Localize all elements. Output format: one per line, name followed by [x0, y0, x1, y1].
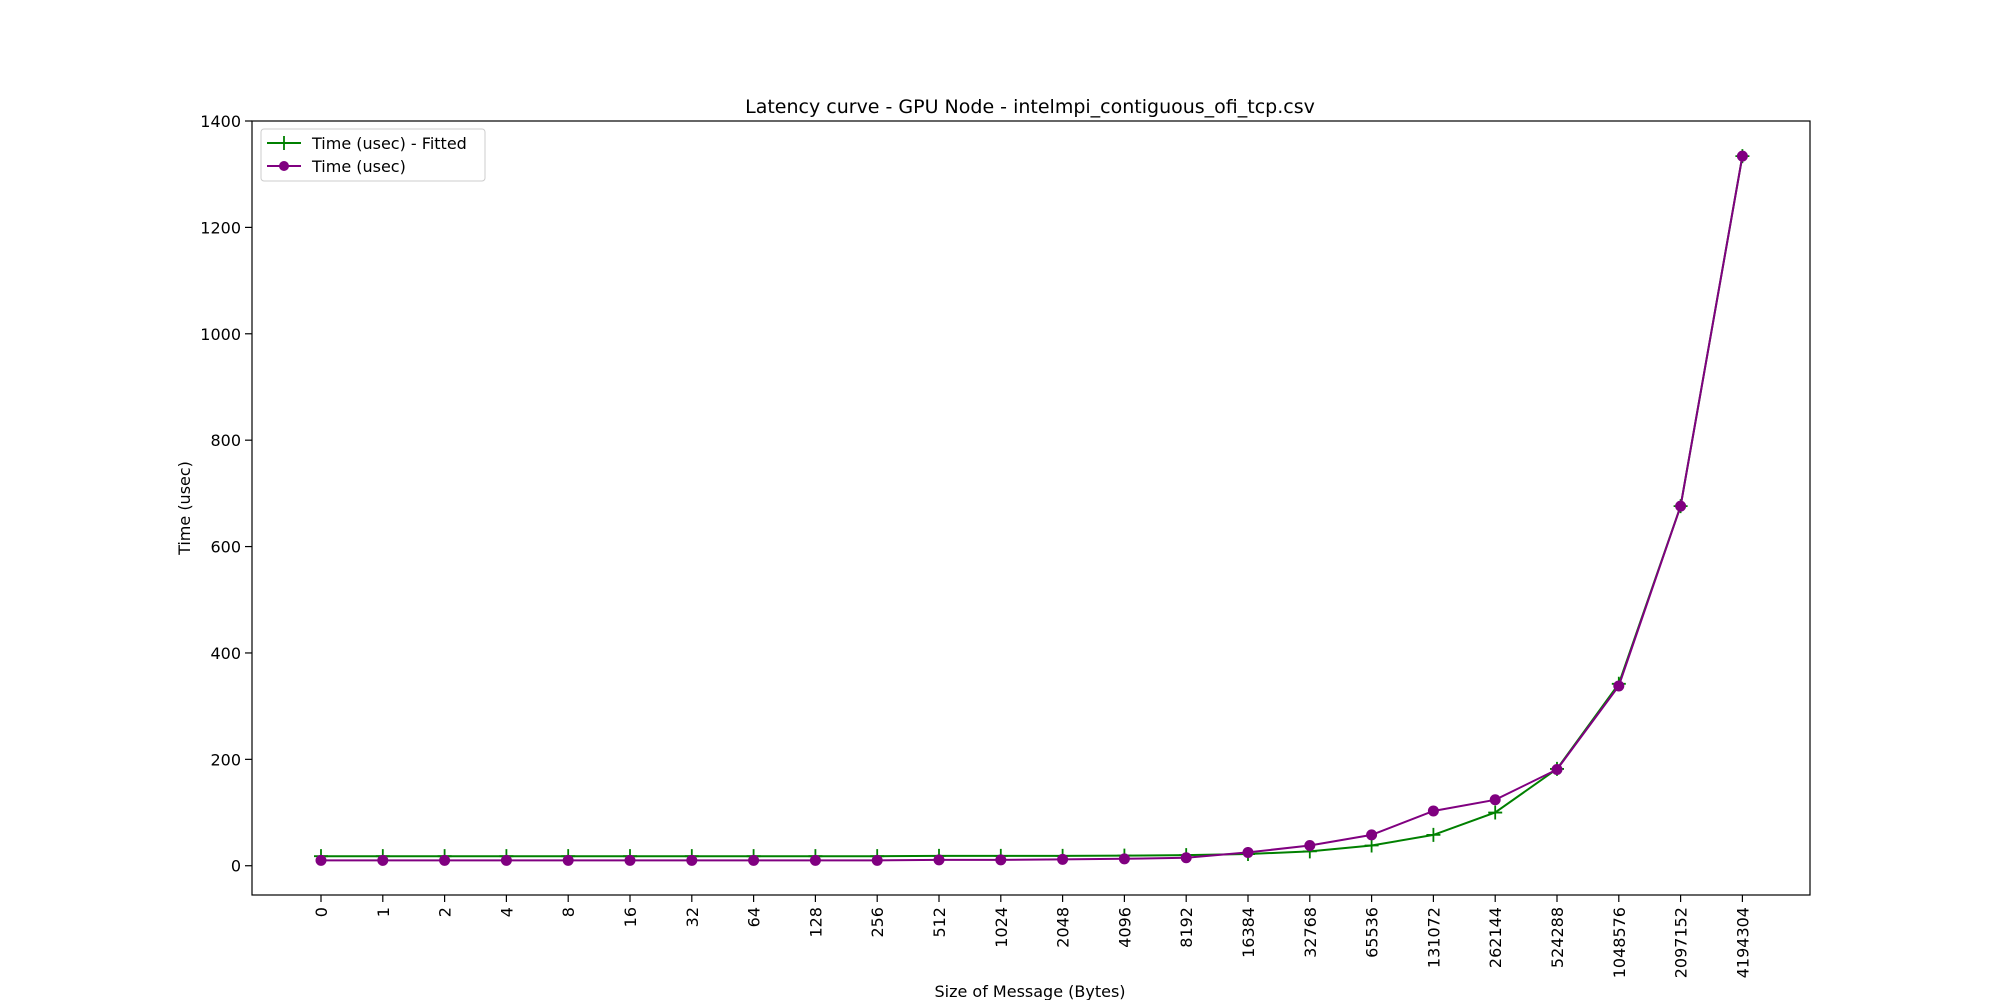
y-tick-label: 800 — [210, 431, 241, 450]
series-layer — [314, 149, 1750, 866]
data-point — [1551, 763, 1563, 775]
legend-marker — [277, 136, 291, 150]
data-point — [562, 854, 574, 866]
data-point — [1736, 150, 1748, 162]
x-tick-label: 65536 — [1363, 907, 1382, 958]
x-tick-label: 4 — [497, 907, 516, 917]
data-point — [500, 854, 512, 866]
x-axis-ticks: 0 1 2 4 8 16 32 64 128 256 512 1024 2048 4096 8192 1638… — [312, 895, 1752, 978]
legend: Time (usec) - Fitted Time (usec) — [260, 128, 486, 182]
data-point — [1613, 680, 1625, 692]
data-point — [1242, 846, 1254, 858]
chart-title: Latency curve - GPU Node - intelmpi_cont… — [745, 96, 1315, 118]
x-tick-label: 32768 — [1301, 907, 1320, 958]
y-tick-label: 1400 — [200, 112, 241, 131]
x-tick-label: 64 — [745, 907, 764, 927]
series-line — [321, 155, 1744, 862]
x-tick-label: 256 — [868, 907, 887, 938]
y-tick-label: 400 — [210, 644, 241, 663]
x-tick-label: 1048576 — [1610, 907, 1629, 978]
x-tick-label: 128 — [806, 907, 825, 938]
series-line — [321, 155, 1744, 858]
data-point — [1427, 805, 1439, 817]
y-tick-label: 1000 — [200, 325, 241, 344]
series-1 — [315, 150, 1748, 866]
data-point — [748, 854, 760, 866]
data-point — [1675, 500, 1687, 512]
data-point — [871, 854, 883, 866]
x-tick-label: 4096 — [1115, 907, 1134, 948]
plot-frame — [251, 120, 1811, 896]
x-tick-label: 131072 — [1424, 907, 1443, 968]
x-tick-label: 16 — [621, 907, 640, 927]
y-tick-label: 200 — [210, 750, 241, 769]
y-tick-label: 600 — [210, 538, 241, 557]
x-tick-label: 16384 — [1239, 907, 1258, 958]
data-point — [377, 854, 389, 866]
data-point — [1304, 840, 1316, 852]
x-tick-label: 262144 — [1486, 907, 1505, 968]
x-tick-label: 524288 — [1548, 907, 1567, 968]
x-tick-label: 32 — [683, 907, 702, 927]
x-tick-label: 512 — [930, 907, 949, 938]
data-point — [439, 854, 451, 866]
data-point — [1488, 805, 1503, 820]
data-point — [1057, 853, 1069, 865]
legend-box — [260, 128, 486, 182]
x-tick-label: 0 — [312, 907, 331, 917]
x-tick-label: 2097152 — [1672, 907, 1691, 978]
y-tick-label: 1200 — [200, 218, 241, 237]
x-axis-label: Size of Message (Bytes) — [934, 982, 1125, 1000]
y-axis-label: Time (usec) — [175, 461, 194, 556]
data-point — [1489, 794, 1501, 806]
legend-label: Time (usec) - Fitted — [311, 134, 467, 153]
x-tick-label: 1024 — [992, 907, 1011, 948]
legend-marker — [279, 161, 289, 171]
data-point — [1180, 852, 1192, 864]
data-point — [1364, 838, 1379, 853]
data-point — [995, 854, 1007, 866]
x-tick-label: 1 — [374, 907, 393, 917]
data-point — [686, 854, 698, 866]
y-axis-ticks: 0 200 400 600 800 1000 1200 1400 — [200, 112, 252, 876]
data-point — [1118, 853, 1130, 865]
y-tick-label: 0 — [231, 857, 241, 876]
x-tick-label: 2048 — [1054, 907, 1073, 948]
x-tick-label: 4194304 — [1733, 907, 1752, 978]
data-point — [1366, 829, 1378, 841]
data-point — [315, 854, 327, 866]
data-point — [933, 854, 945, 866]
data-point — [1426, 827, 1441, 842]
x-tick-label: 8192 — [1177, 907, 1196, 948]
x-tick-label: 8 — [559, 907, 578, 917]
x-tick-label: 2 — [436, 907, 455, 917]
data-point — [809, 854, 821, 866]
data-point — [624, 854, 636, 866]
legend-label: Time (usec) — [311, 157, 406, 176]
